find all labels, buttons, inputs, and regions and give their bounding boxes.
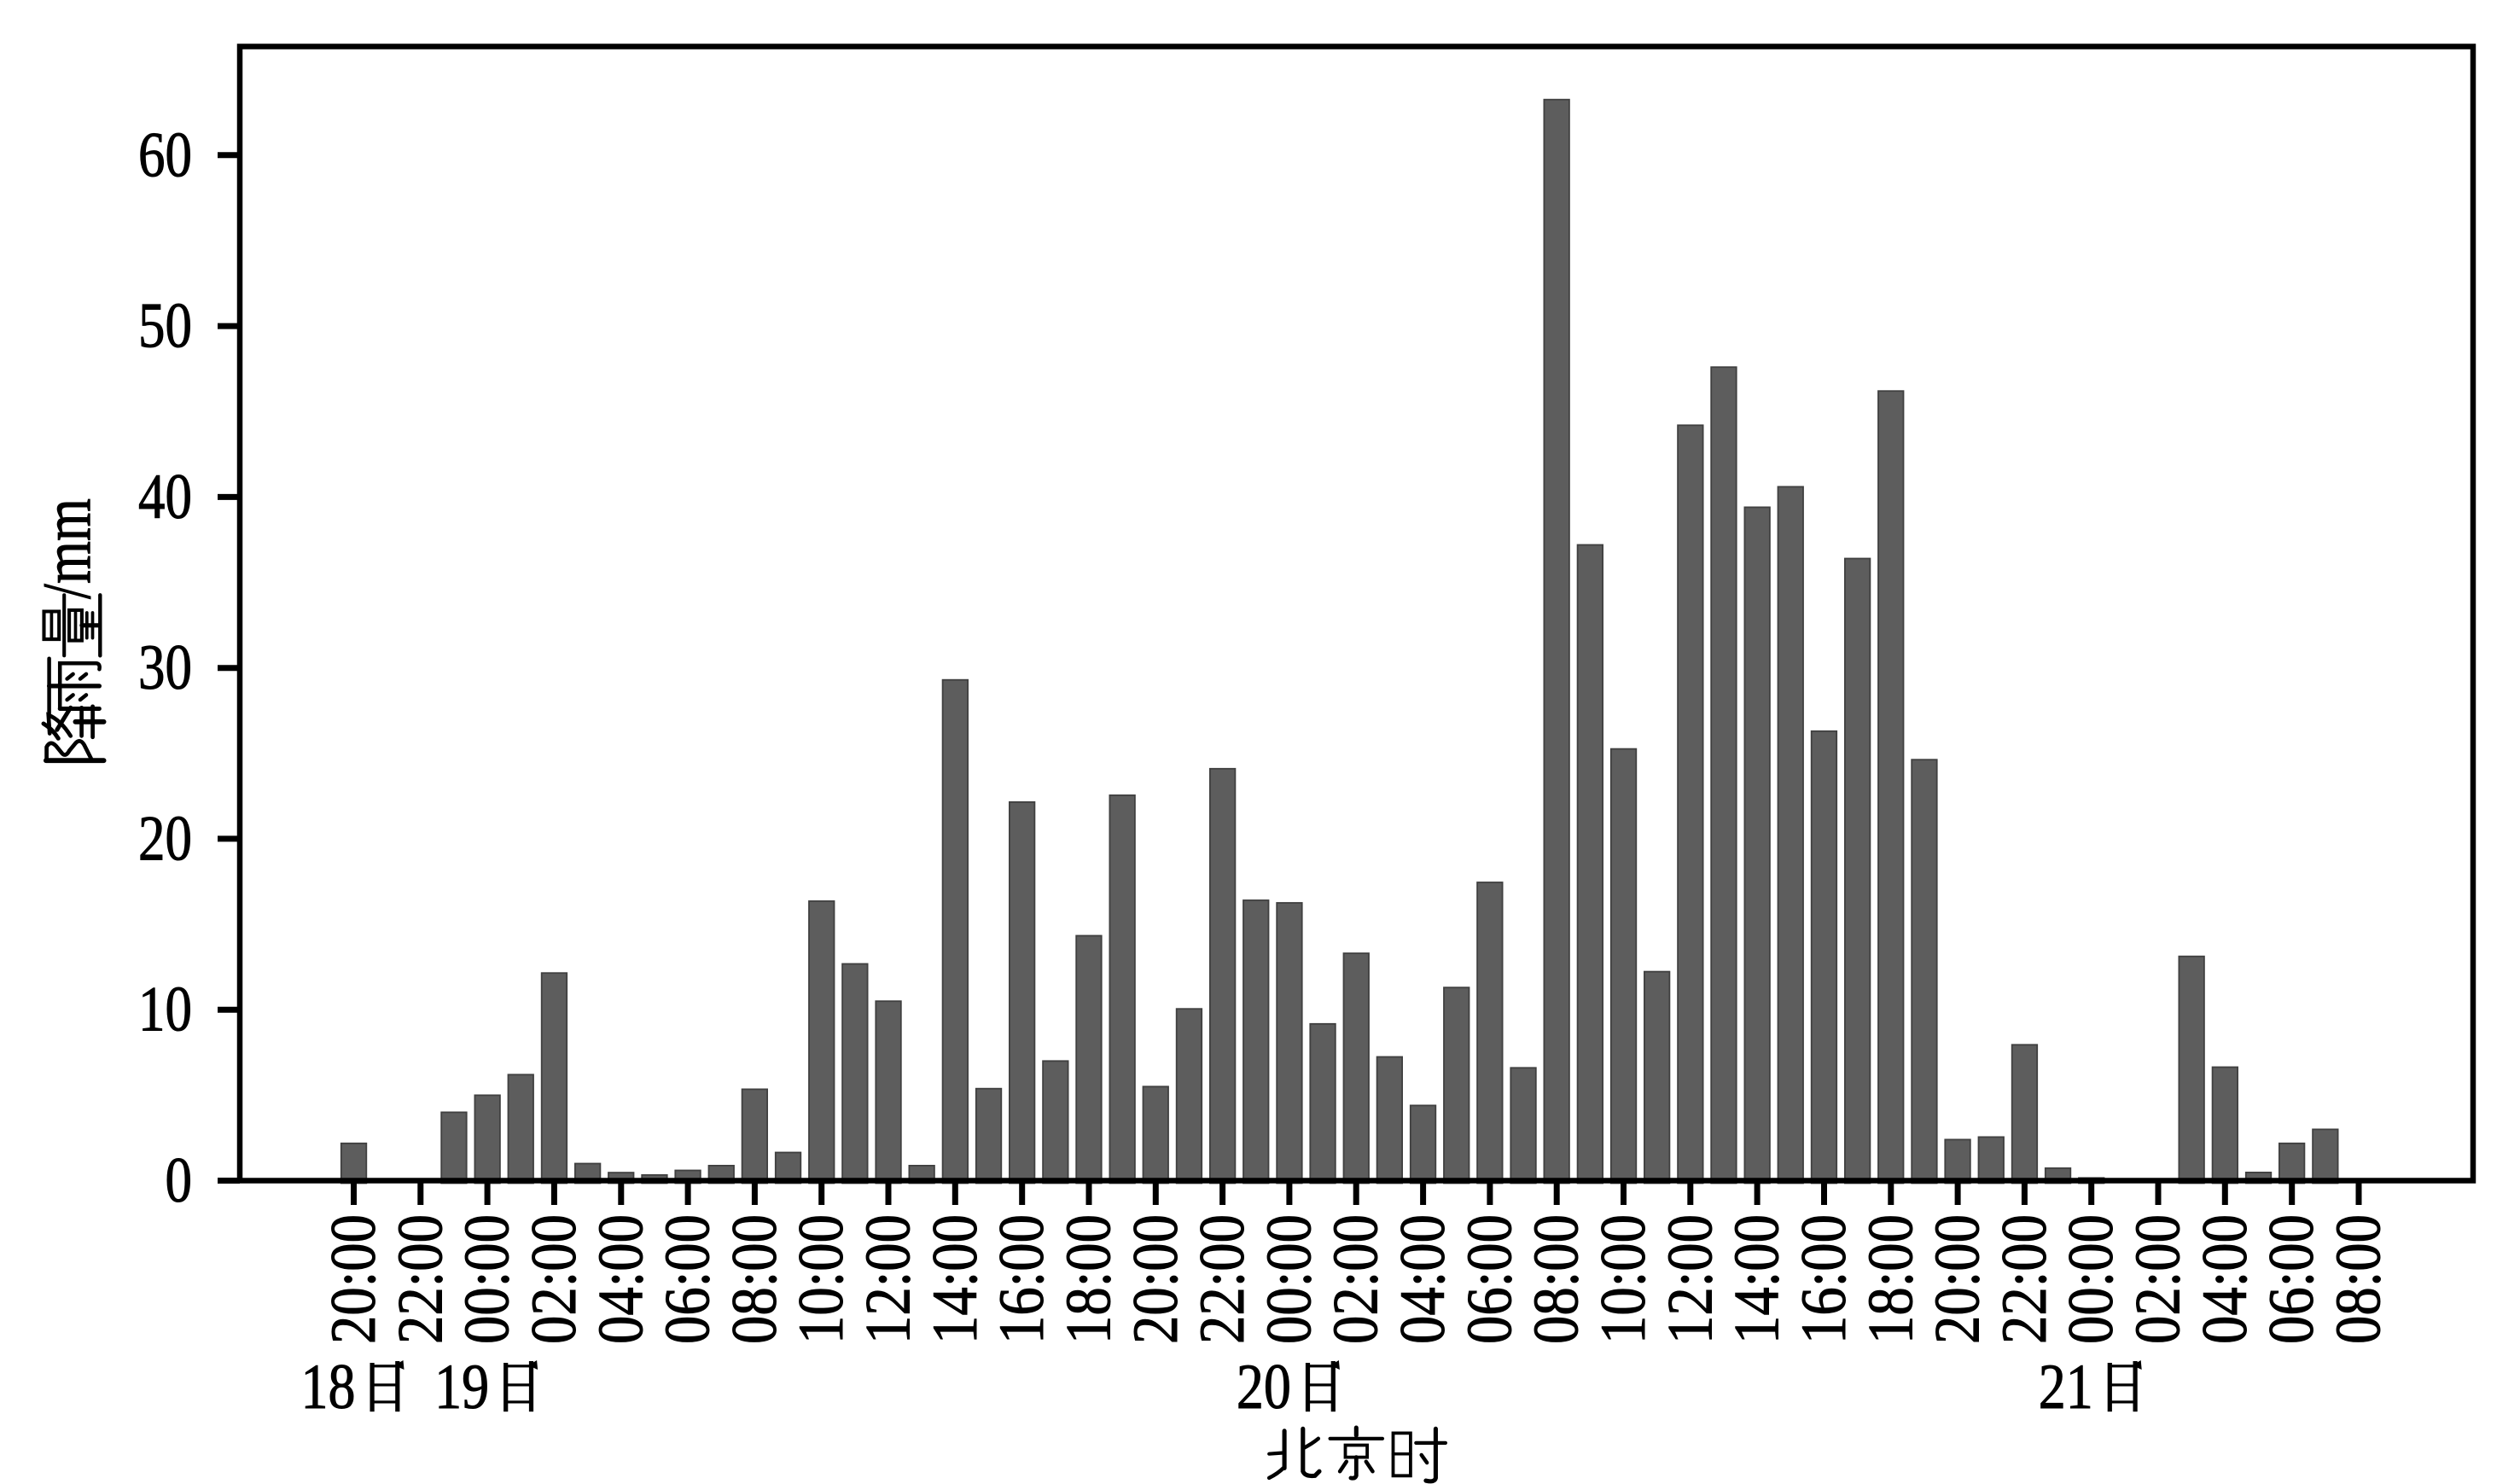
svg-text:18:00: 18:00 xyxy=(1054,1214,1125,1344)
svg-text:18:00: 18:00 xyxy=(1855,1214,1926,1344)
svg-text:30: 30 xyxy=(138,632,192,703)
svg-text:14:00: 14:00 xyxy=(1722,1214,1793,1344)
svg-text:00:00: 00:00 xyxy=(1254,1214,1324,1344)
svg-text:02:00: 02:00 xyxy=(519,1214,590,1344)
svg-text:04:00: 04:00 xyxy=(1388,1214,1458,1344)
svg-text:16:00: 16:00 xyxy=(1789,1214,1859,1344)
svg-text:20:00: 20:00 xyxy=(1120,1214,1191,1344)
svg-text:21: 21 xyxy=(2039,1352,2093,1423)
svg-text:10:00: 10:00 xyxy=(1588,1214,1659,1344)
svg-text:0: 0 xyxy=(166,1145,193,1216)
svg-text:00:00: 00:00 xyxy=(452,1214,523,1344)
svg-text:20: 20 xyxy=(138,803,192,874)
svg-text:08:00: 08:00 xyxy=(1522,1214,1592,1344)
svg-text:00:00: 00:00 xyxy=(2056,1214,2127,1344)
svg-text:18: 18 xyxy=(301,1352,356,1423)
svg-text:10: 10 xyxy=(138,975,192,1045)
svg-text:20:00: 20:00 xyxy=(1923,1214,1993,1344)
svg-text:02:00: 02:00 xyxy=(1321,1214,1392,1344)
svg-text:12:00: 12:00 xyxy=(1655,1214,1726,1344)
svg-text:06:00: 06:00 xyxy=(2256,1214,2327,1344)
svg-text:22:00: 22:00 xyxy=(1989,1214,2060,1344)
svg-text:06:00: 06:00 xyxy=(653,1214,724,1344)
svg-text:04:00: 04:00 xyxy=(2190,1214,2261,1344)
svg-text:/mm: /mm xyxy=(30,498,105,599)
svg-text:22:00: 22:00 xyxy=(1187,1214,1258,1344)
svg-text:04:00: 04:00 xyxy=(585,1214,656,1344)
svg-text:60: 60 xyxy=(138,119,192,190)
svg-text:08:00: 08:00 xyxy=(719,1214,790,1344)
svg-text:08:00: 08:00 xyxy=(2324,1214,2395,1344)
svg-text:50: 50 xyxy=(138,291,192,362)
svg-text:20:00: 20:00 xyxy=(318,1214,389,1344)
svg-text:16:00: 16:00 xyxy=(986,1214,1057,1344)
svg-text:20: 20 xyxy=(1237,1352,1291,1423)
svg-text:14:00: 14:00 xyxy=(920,1214,991,1344)
svg-text:19: 19 xyxy=(434,1352,489,1423)
svg-text:06:00: 06:00 xyxy=(1454,1214,1525,1344)
svg-text:40: 40 xyxy=(138,462,192,532)
svg-text:12:00: 12:00 xyxy=(853,1214,924,1344)
svg-text:02:00: 02:00 xyxy=(2123,1214,2194,1344)
svg-text:22:00: 22:00 xyxy=(385,1214,456,1344)
svg-text:10:00: 10:00 xyxy=(786,1214,857,1344)
